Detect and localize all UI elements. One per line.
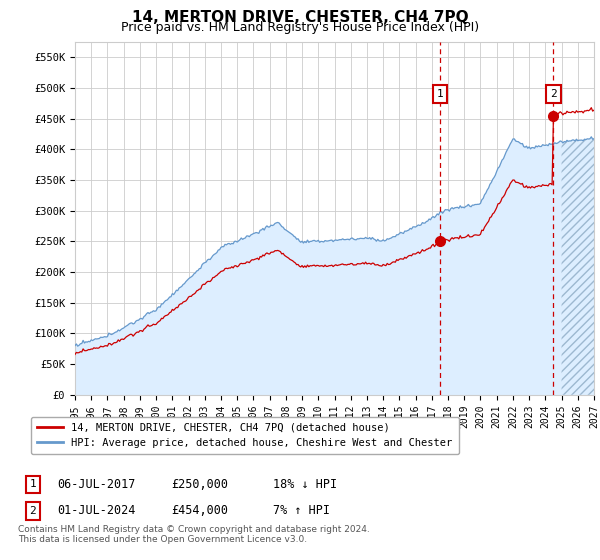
Text: Contains HM Land Registry data © Crown copyright and database right 2024.
This d: Contains HM Land Registry data © Crown c…	[18, 525, 370, 544]
Text: Price paid vs. HM Land Registry's House Price Index (HPI): Price paid vs. HM Land Registry's House …	[121, 21, 479, 34]
Text: 2: 2	[550, 89, 557, 99]
Text: £250,000: £250,000	[171, 478, 228, 491]
Text: £454,000: £454,000	[171, 504, 228, 517]
Text: 14, MERTON DRIVE, CHESTER, CH4 7PQ: 14, MERTON DRIVE, CHESTER, CH4 7PQ	[131, 10, 469, 25]
Text: 1: 1	[29, 479, 37, 489]
Legend: 14, MERTON DRIVE, CHESTER, CH4 7PQ (detached house), HPI: Average price, detache: 14, MERTON DRIVE, CHESTER, CH4 7PQ (deta…	[31, 417, 459, 454]
Text: 2: 2	[29, 506, 37, 516]
Text: 1: 1	[437, 89, 443, 99]
Text: 18% ↓ HPI: 18% ↓ HPI	[273, 478, 337, 491]
Text: 01-JUL-2024: 01-JUL-2024	[57, 504, 136, 517]
Text: 7% ↑ HPI: 7% ↑ HPI	[273, 504, 330, 517]
Text: 06-JUL-2017: 06-JUL-2017	[57, 478, 136, 491]
